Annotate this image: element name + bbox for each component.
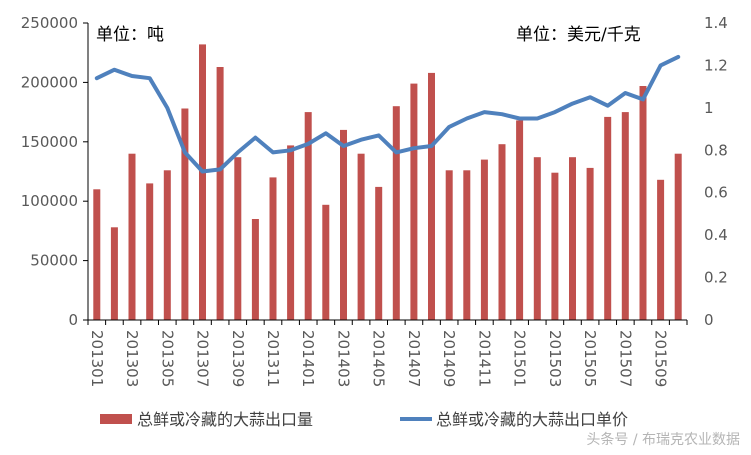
left-tick-label: 100000: [21, 192, 78, 210]
bar: [586, 167, 594, 320]
bar: [463, 170, 471, 320]
x-tick-label: 201411: [475, 330, 493, 387]
bar: [569, 157, 576, 320]
left-tick-label: 0: [68, 311, 78, 329]
x-tick-label: 201311: [264, 330, 282, 387]
x-tick-label: 201507: [616, 330, 634, 387]
bar: [269, 177, 277, 320]
left-axis-ticks: 0 50000 100000 150000 200000 250000: [21, 14, 88, 329]
bar: [657, 179, 665, 320]
bar: [357, 153, 365, 320]
x-tick-label: 201501: [511, 330, 529, 387]
bar: [516, 120, 524, 321]
bar: [340, 129, 347, 320]
x-tick-label: 201303: [123, 330, 141, 387]
bar: [93, 189, 101, 320]
x-tick-label: 201301: [88, 330, 106, 387]
right-tick-label: 1.2: [704, 56, 728, 74]
price-line: [94, 54, 681, 174]
left-tick-label: 200000: [21, 73, 78, 91]
x-tick-label: 201505: [581, 330, 599, 387]
bar: [445, 170, 453, 320]
x-tick-label: 201405: [370, 330, 388, 387]
bar: [410, 83, 418, 320]
right-tick-label: 0.6: [704, 184, 728, 202]
bar: [639, 86, 647, 320]
bar: [110, 227, 118, 320]
bar: [287, 145, 295, 320]
right-tick-label: 0.4: [704, 226, 728, 244]
bar: [216, 67, 224, 320]
bar: [621, 112, 629, 320]
x-tick-label: 201503: [546, 330, 564, 387]
line-series: [94, 54, 681, 174]
right-tick-label: 1: [704, 99, 714, 117]
legend-line-label: 总鲜或冷藏的大蒜出口单价: [436, 410, 628, 429]
left-tick-label: 50000: [30, 252, 78, 270]
left-tick-label: 150000: [21, 133, 78, 151]
bar: [480, 159, 488, 320]
bar: [498, 144, 506, 320]
bar: [551, 172, 559, 320]
bar: [604, 116, 612, 321]
legend-bar-label: 总鲜或冷藏的大蒜出口量: [137, 410, 313, 429]
bar: [163, 170, 171, 320]
bar: [146, 183, 154, 320]
bar: [428, 72, 435, 321]
bar: [392, 106, 400, 320]
legend-bar-swatch: [100, 414, 132, 424]
right-unit-label: 单位：美元/千克: [516, 25, 641, 45]
x-tick-label: 201401: [299, 330, 317, 387]
axes: [87, 23, 687, 321]
x-tick-label: 201409: [440, 330, 458, 387]
left-unit-label: 单位：吨: [96, 25, 164, 45]
right-tick-label: 0.8: [704, 141, 728, 159]
bar: [375, 186, 383, 320]
legend: 总鲜或冷藏的大蒜出口量 总鲜或冷藏的大蒜出口单价: [100, 410, 628, 429]
x-tick-label: 201307: [194, 330, 212, 387]
right-tick-label: 1.4: [704, 14, 728, 32]
x-tick-label: 201509: [652, 330, 670, 387]
x-tick-label: 201305: [158, 330, 176, 387]
left-tick-label: 250000: [21, 14, 78, 32]
bar-series: [93, 44, 682, 321]
right-tick-label: 0.2: [704, 269, 728, 287]
x-tick-label: 201309: [229, 330, 247, 387]
bar: [674, 153, 682, 320]
x-axis-ticks: 201301 201303 201305 201307 201309 201311 2014…: [87, 320, 688, 387]
watermark: 头条号 / 布瑞克农业数据: [586, 431, 740, 448]
bar: [128, 153, 136, 320]
x-tick-label: 201407: [405, 330, 423, 387]
bar: [533, 157, 541, 320]
bar: [199, 44, 206, 321]
bar: [322, 204, 330, 320]
right-axis-ticks: 0 0.2 0.4 0.6 0.8 1 1.2 1.4: [704, 14, 728, 329]
bar: [304, 112, 312, 320]
x-tick-label: 201403: [335, 330, 353, 387]
bar: [181, 108, 189, 320]
right-tick-label: 0: [704, 311, 714, 329]
bar: [234, 157, 242, 320]
bar: [251, 219, 259, 320]
